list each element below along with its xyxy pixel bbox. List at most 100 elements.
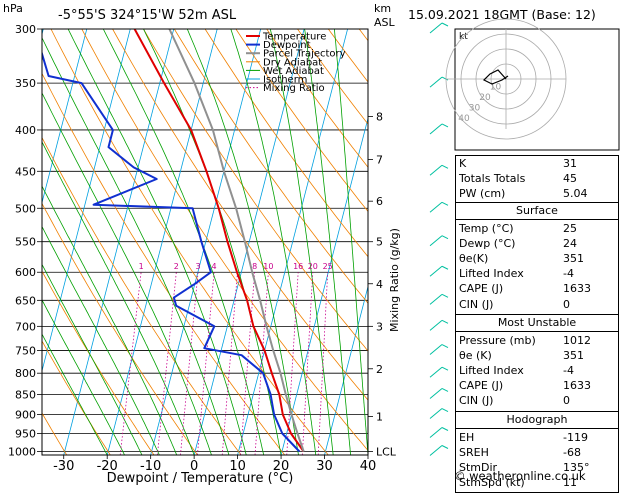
- surface-row: θe(K)351: [456, 251, 618, 266]
- temp-tick-label: -30: [53, 459, 74, 474]
- pressure-tick-label: 400: [15, 124, 36, 137]
- pressure-tick-label: 750: [15, 345, 36, 358]
- wind-barb-staff: [430, 294, 442, 304]
- indices-panel: K 31 Totals Totals 45 PW (cm) 5.04 Surface Te…: [455, 155, 619, 493]
- wind-barb-staff: [430, 124, 442, 134]
- most-unstable-label: Pressure (mb): [459, 333, 536, 348]
- wind-barb-staff: [430, 77, 442, 87]
- mixing-ratio-line: [302, 272, 312, 455]
- wind-barb: [430, 124, 448, 134]
- surface-row: Lifted Index -4: [456, 266, 618, 281]
- hodograph-table-title: Hodograph: [456, 412, 618, 429]
- legend-label: Mixing Ratio: [263, 83, 325, 94]
- most-unstable-label: CAPE (J): [459, 378, 503, 393]
- pressure-tick-label: 850: [15, 388, 36, 401]
- most-unstable-row: θe (K) 351: [456, 348, 618, 363]
- wind-barb: [430, 428, 448, 438]
- surface-value: 1633: [563, 281, 615, 296]
- wind-barb-flag: [442, 202, 448, 205]
- index-value: 45: [563, 171, 615, 186]
- most-unstable-value: 0: [563, 393, 615, 408]
- index-row: Totals Totals 45: [456, 171, 618, 186]
- x-axis-title: Dewpoint / Temperature (°C): [107, 471, 294, 486]
- wind-barb-flag: [442, 236, 448, 239]
- wind-barb: [430, 202, 448, 212]
- pressure-tick-label: 300: [15, 23, 36, 36]
- pressure-tick-label: 1000: [8, 446, 36, 459]
- index-label: PW (cm): [459, 186, 505, 201]
- hodograph-ring-label: 20: [479, 93, 491, 103]
- surface-label: Temp (°C): [459, 221, 514, 236]
- most-unstable-value: 1012: [563, 333, 615, 348]
- most-unstable-label: CIN (J): [459, 393, 493, 408]
- surface-value: 0: [563, 297, 615, 312]
- wind-barb-flag: [442, 345, 448, 348]
- pressure-tick-label: 700: [15, 320, 36, 333]
- datetime-title: 15.09.2021 18GMT (Base: 12): [408, 7, 596, 22]
- wind-barb: [430, 165, 448, 175]
- wind-barb: [430, 388, 448, 398]
- wind-barb: [430, 446, 448, 456]
- mixing-ratio-label: 25: [323, 262, 333, 271]
- surface-value: -4: [563, 266, 615, 281]
- wind-barb-flag: [442, 446, 448, 449]
- index-label: K: [459, 156, 466, 171]
- pressure-tick-label: 500: [15, 202, 36, 215]
- most-unstable-label: θe (K): [459, 348, 492, 363]
- wind-barb-staff: [430, 345, 442, 355]
- surface-label: θe(K): [459, 251, 488, 266]
- credit-text: © weatheronline.co.uk: [454, 469, 586, 483]
- wind-barb: [430, 77, 448, 87]
- index-label: Totals Totals: [459, 171, 525, 186]
- most-unstable-value: 351: [563, 348, 615, 363]
- hodograph-stat-label: SREH: [459, 445, 489, 460]
- hodograph-stat-row: SREH -68: [456, 445, 618, 460]
- wind-barb-flag: [442, 124, 448, 127]
- surface-title: Surface: [456, 203, 618, 220]
- pressure-tick-label: 950: [15, 428, 36, 441]
- wind-barbs: [430, 23, 448, 456]
- pressure-tick-label: 600: [15, 266, 36, 279]
- index-row: PW (cm) 5.04: [456, 186, 618, 201]
- index-value: 5.04: [563, 186, 615, 201]
- most-unstable-row: CAPE (J) 1633: [456, 378, 618, 393]
- mixing-ratio-label: 20: [308, 262, 318, 271]
- wind-barb: [430, 294, 448, 304]
- wind-barb: [430, 266, 448, 276]
- most-unstable-label: Lifted Index: [459, 363, 524, 378]
- alt-unit-km: km: [374, 2, 391, 15]
- wind-barb-staff: [430, 320, 442, 330]
- hodograph-stat-value: -119: [563, 430, 615, 445]
- surface-row: Dewp (°C)24: [456, 236, 618, 251]
- pressure-unit: hPa: [3, 2, 23, 15]
- index-value: 31: [563, 156, 615, 171]
- wind-barb-staff: [430, 388, 442, 398]
- alt-unit-asl: ASL: [374, 16, 396, 29]
- mixing-ratio-label: 4: [212, 262, 217, 271]
- mixing-ratio-label: 8: [252, 262, 257, 271]
- surface-label: Lifted Index: [459, 266, 524, 281]
- surface-value: 24: [563, 236, 615, 251]
- km-tick-label: 6: [376, 195, 383, 208]
- wind-barb: [430, 345, 448, 355]
- wind-barb-staff: [430, 428, 442, 438]
- mixing-ratio-line: [120, 272, 141, 455]
- km-tick-label: 5: [376, 236, 383, 249]
- hodograph-frame: [455, 29, 619, 150]
- wind-barb: [430, 320, 448, 330]
- pressure-tick-label: 900: [15, 409, 36, 422]
- wind-barb: [430, 23, 448, 33]
- hodograph-stat-value: -68: [563, 445, 615, 460]
- most-unstable-value: 1633: [563, 378, 615, 393]
- wind-barb-staff: [430, 367, 442, 377]
- wind-barb-flag: [442, 428, 448, 431]
- hodograph-stat-row: EH-119: [456, 430, 618, 445]
- most-unstable-row: Lifted Index-4: [456, 363, 618, 378]
- surface-row: CAPE (J)1633: [456, 281, 618, 296]
- mixing-ratio-label: 1: [139, 262, 144, 271]
- wind-barb-flag: [442, 77, 448, 80]
